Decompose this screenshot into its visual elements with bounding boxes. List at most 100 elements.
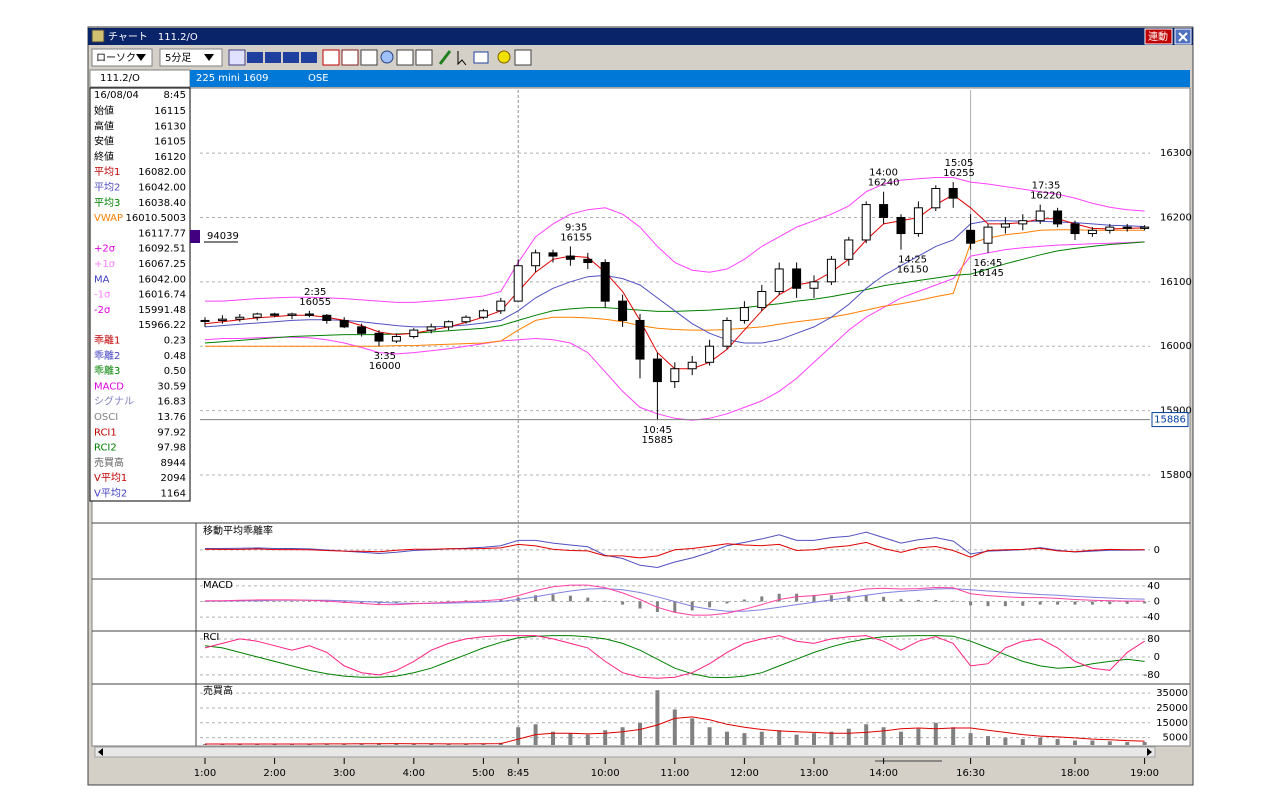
info-label: シグナル (94, 395, 134, 408)
annotation-time: 9:35 (565, 222, 587, 233)
histogram-bar (568, 595, 572, 602)
volume-bar (394, 743, 399, 745)
histogram-bar (603, 600, 607, 602)
x-tick-label: 13:00 (800, 768, 829, 779)
volume-bar (759, 731, 764, 745)
candle-body (217, 318, 227, 321)
tool-button[interactable] (247, 52, 263, 63)
tool-button[interactable] (360, 49, 378, 66)
candle-body (374, 332, 384, 342)
marker-label: 94039 (207, 231, 239, 242)
info-label: +2σ (94, 244, 116, 255)
scroll-left[interactable] (98, 748, 103, 756)
histogram-bar (412, 601, 416, 602)
volume-bar (707, 727, 712, 745)
candle-body (618, 300, 628, 321)
y-tick-label: 15900 (1160, 406, 1192, 417)
tool-button[interactable] (301, 52, 317, 63)
annotation-time: 2:35 (304, 287, 326, 298)
volume-bar (812, 733, 816, 745)
tool-button[interactable] (265, 52, 281, 63)
candle-body (722, 319, 732, 347)
chart-type-label[interactable]: ローソク (96, 52, 136, 64)
info-value: 16038.40 (138, 198, 186, 209)
info-label: +1σ (94, 259, 116, 270)
candle-body (1070, 223, 1080, 235)
price-marker (190, 230, 200, 243)
volume-bar (620, 727, 625, 745)
annotation-value: 16150 (897, 265, 929, 276)
tool-button[interactable] (473, 51, 489, 64)
info-value: 16010.5003 (126, 213, 186, 224)
volume-bar (1038, 737, 1043, 745)
histogram-bar (795, 593, 799, 602)
y-tick-label: 35000 (1156, 688, 1188, 699)
close-icon (1178, 32, 1188, 42)
dropdown-arrow (204, 54, 214, 61)
scroll-right[interactable] (1147, 748, 1152, 756)
histogram-bar (882, 596, 886, 602)
info-value: 16130 (154, 121, 186, 132)
annotation-time: 3:35 (374, 351, 396, 362)
tool-button[interactable] (415, 49, 433, 66)
interval-select[interactable] (159, 48, 223, 67)
y-tick-label: 0 (1154, 596, 1160, 607)
info-panel (89, 87, 191, 502)
info-value: 16117.77 (138, 228, 186, 239)
tool-button[interactable] (396, 49, 414, 66)
scrollbar[interactable] (94, 746, 1156, 758)
chart-type-select[interactable] (91, 48, 153, 67)
volume-bar (951, 727, 956, 745)
histogram-bar (847, 595, 851, 602)
histogram-bar (673, 601, 677, 613)
candle-body (357, 326, 367, 334)
info-value: 16.83 (157, 397, 186, 408)
tool-button[interactable] (322, 49, 340, 66)
volume-bar (1090, 740, 1095, 745)
panel-title: 売買高 (203, 684, 233, 697)
last-price-box (1151, 412, 1189, 428)
overlay-line (204, 220, 1145, 344)
tool-button[interactable] (438, 50, 452, 65)
indicator-line (205, 588, 1145, 612)
info-value: 16105 (154, 137, 186, 148)
tool-button[interactable] (228, 49, 246, 66)
histogram-bar (307, 601, 311, 602)
histogram-bar (777, 593, 781, 602)
y-tick-label: -80 (1144, 670, 1160, 681)
indicator-line (204, 541, 1145, 559)
annotation-value: 15885 (641, 435, 673, 446)
x-tick-label: 8:45 (507, 768, 529, 779)
volume-bar (220, 744, 225, 745)
tool-button[interactable] (514, 49, 532, 66)
candle-body (531, 252, 541, 267)
candle-body (1053, 210, 1063, 225)
candle-body (670, 368, 680, 383)
candle-body (235, 316, 245, 320)
y-tick-label: 0 (1154, 652, 1160, 663)
annotation-time: 16:45 (974, 258, 1003, 269)
info-label: 終値 (94, 150, 114, 163)
info-label: 平均3 (94, 197, 120, 209)
window-icon (91, 29, 105, 43)
histogram-bar (742, 599, 746, 602)
tool-button[interactable] (457, 51, 467, 66)
link-button[interactable] (1144, 28, 1173, 45)
info-time: 8:45 (164, 90, 186, 101)
candle-body (1140, 226, 1150, 229)
candle-body (757, 290, 767, 309)
volume-bar (655, 690, 660, 745)
tool-button[interactable] (497, 50, 511, 64)
candle-body (461, 316, 471, 323)
interval-label[interactable]: 5分足 (165, 52, 191, 64)
tool-button[interactable] (283, 52, 299, 63)
y-tick-label: 40 (1147, 581, 1160, 592)
histogram-bar (360, 601, 364, 604)
histogram-bar (238, 601, 242, 602)
tool-button[interactable] (341, 49, 359, 66)
link-button-label[interactable]: 連動 (1148, 30, 1168, 43)
candle-body (809, 281, 819, 289)
histogram-bar (864, 595, 868, 602)
tool-button[interactable] (380, 50, 394, 64)
overlay-line (204, 241, 1145, 421)
